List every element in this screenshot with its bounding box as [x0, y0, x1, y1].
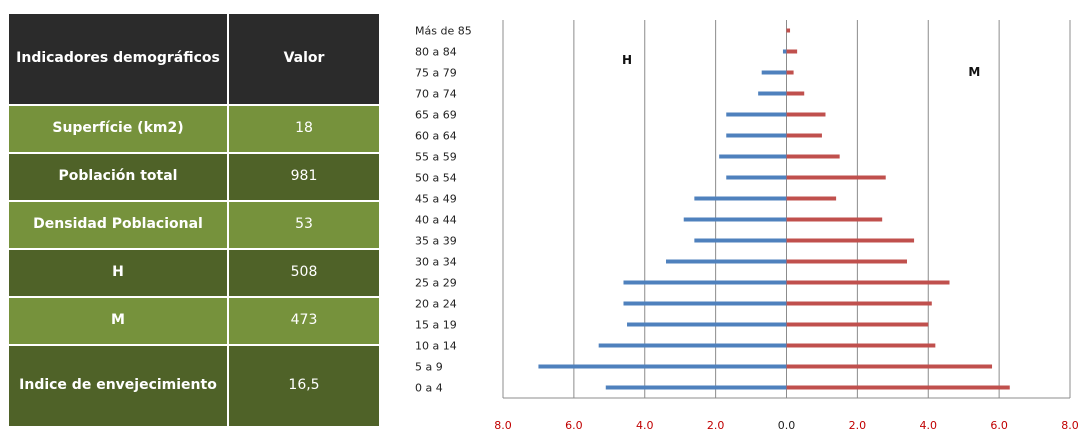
- category-label: 65 a 69: [415, 109, 457, 122]
- bar-m: [786, 364, 993, 369]
- category-label: 80 a 84: [415, 46, 457, 59]
- tick-label: 6.0: [990, 419, 1008, 432]
- category-label: 55 a 59: [415, 151, 457, 164]
- row-label: Densidad Poblacional: [9, 202, 229, 248]
- category-label: 50 a 54: [415, 172, 457, 185]
- header-indicator: Indicadores demográficos: [9, 14, 229, 104]
- bar-h: [627, 322, 787, 327]
- bar-h: [726, 175, 787, 180]
- category-label: 35 a 39: [415, 235, 457, 248]
- category-label: 60 a 64: [415, 130, 457, 143]
- bar-h: [694, 238, 787, 243]
- category-label: 75 a 79: [415, 67, 457, 80]
- category-label: 20 a 24: [415, 298, 457, 311]
- tick-label: 4.0: [920, 419, 938, 432]
- demographic-indicators-table: Indicadores demográficos Valor Superfíci…: [9, 14, 379, 426]
- bar-m: [786, 301, 932, 306]
- bar-h: [538, 364, 787, 369]
- category-label: 30 a 34: [415, 256, 457, 269]
- tick-label: 2.0: [707, 419, 725, 432]
- bar-m: [786, 154, 840, 159]
- bar-m: [786, 217, 883, 222]
- table-row: M 473: [9, 298, 379, 346]
- category-label: 45 a 49: [415, 193, 457, 206]
- bar-h: [782, 49, 787, 54]
- category-label: 10 a 14: [415, 340, 457, 353]
- population-pyramid-chart: 0 a 4 5 a 9 10 a 14 15 a 19 20 a 24 25 a 29 30…: [415, 20, 1079, 432]
- bar-h: [623, 301, 787, 306]
- bar-m: [786, 280, 950, 285]
- bar-h: [683, 217, 787, 222]
- tick-label: 4.0: [636, 419, 654, 432]
- bar-h: [726, 133, 787, 138]
- header-value: Valor: [229, 14, 379, 104]
- row-label: Indice de envejecimiento: [9, 346, 229, 426]
- tick-label: 6.0: [565, 419, 583, 432]
- row-value: 18: [229, 106, 379, 152]
- row-label: Superfície (km2): [9, 106, 229, 152]
- series-label-h: H: [622, 53, 632, 67]
- row-value: 508: [229, 250, 379, 296]
- row-value: 981: [229, 154, 379, 200]
- bar-m: [786, 322, 929, 327]
- bar-m: [786, 196, 837, 201]
- row-label: H: [9, 250, 229, 296]
- category-label: 0 a 4: [415, 382, 443, 395]
- bar-m: [786, 49, 798, 54]
- bar-h: [758, 91, 787, 96]
- table-header-row: Indicadores demográficos Valor: [9, 14, 379, 106]
- category-label: 5 a 9: [415, 361, 443, 374]
- row-value: 473: [229, 298, 379, 344]
- bar-h: [694, 196, 787, 201]
- tick-label: 0.0: [778, 419, 796, 432]
- row-label: M: [9, 298, 229, 344]
- bar-h: [598, 343, 787, 348]
- bar-h: [761, 70, 787, 75]
- category-label: 40 a 44: [415, 214, 457, 227]
- row-value: 53: [229, 202, 379, 248]
- bar-h: [719, 154, 787, 159]
- bar-m: [786, 238, 915, 243]
- row-value: 16,5: [229, 346, 379, 426]
- series-label-m: M: [968, 65, 980, 79]
- tick-label: 2.0: [849, 419, 867, 432]
- tick-label: 8.0: [1061, 419, 1079, 432]
- bar-m: [786, 343, 936, 348]
- bar-m: [786, 385, 1010, 390]
- bar-h: [623, 280, 787, 285]
- category-label: 15 a 19: [415, 319, 457, 332]
- table-row: Indice de envejecimiento 16,5: [9, 346, 379, 426]
- category-label: Más de 85: [415, 25, 472, 38]
- tick-label: 8.0: [494, 419, 512, 432]
- bar-m: [786, 112, 826, 117]
- bar-h: [666, 259, 787, 264]
- bar-m: [786, 28, 791, 33]
- bar-m: [786, 175, 886, 180]
- bar-m: [786, 133, 822, 138]
- table-row: Población total 981: [9, 154, 379, 202]
- bar-h: [605, 385, 787, 390]
- category-label: 70 a 74: [415, 88, 457, 101]
- row-label: Población total: [9, 154, 229, 200]
- bar-m: [786, 259, 907, 264]
- bar-h: [726, 112, 787, 117]
- table-row: H 508: [9, 250, 379, 298]
- bar-m: [786, 91, 805, 96]
- category-label: 25 a 29: [415, 277, 457, 290]
- table-row: Densidad Poblacional 53: [9, 202, 379, 250]
- bar-m: [786, 70, 794, 75]
- table-row: Superfície (km2) 18: [9, 106, 379, 154]
